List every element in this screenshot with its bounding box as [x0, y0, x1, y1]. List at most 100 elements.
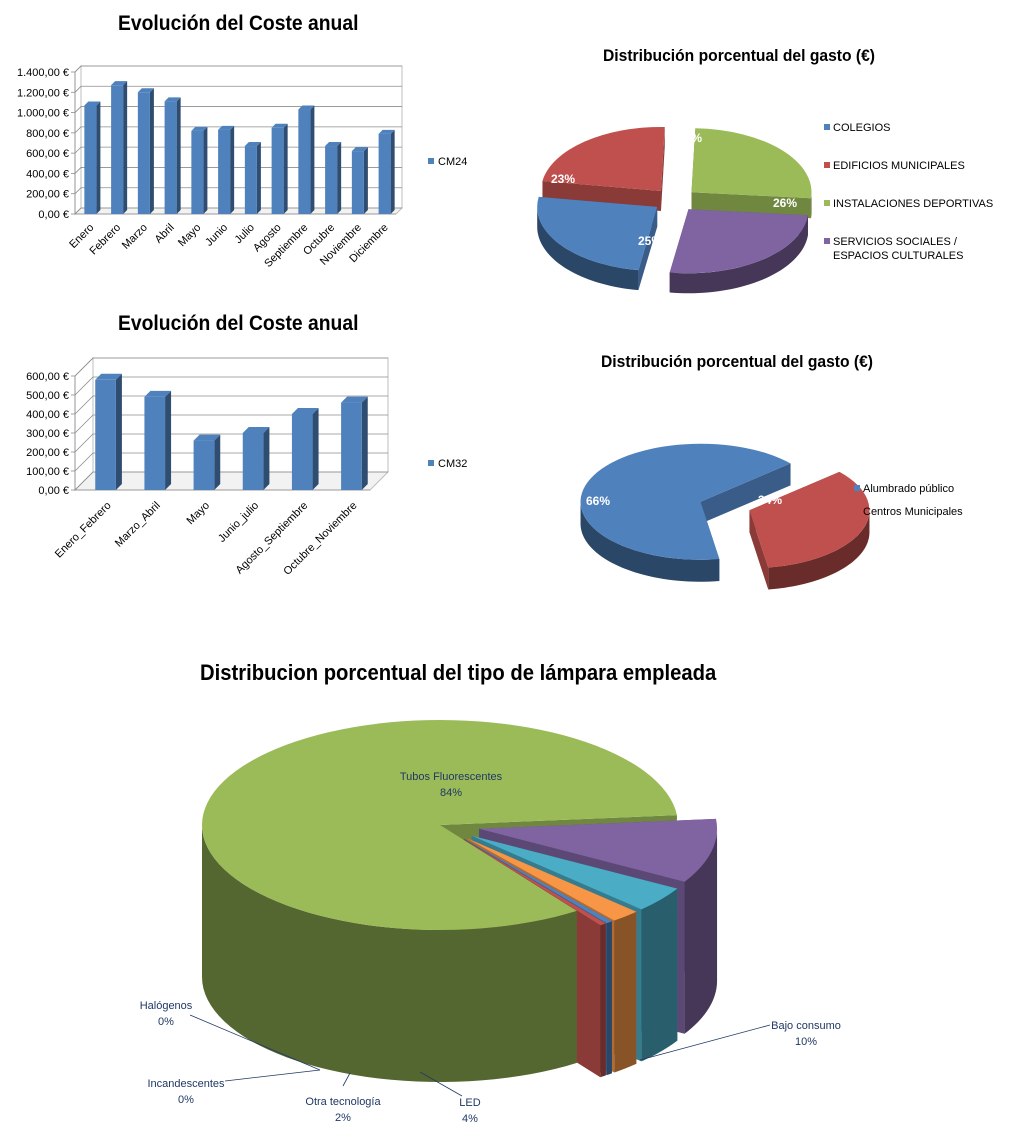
slice-wall: [660, 126, 665, 211]
chart-tipo-lampara: Distribucion porcentual del tipo de lámp…: [0, 640, 1020, 1148]
chart-coste-anual-cm24: Evolución del Coste anual 0,00 € 200,00 €…: [0, 0, 480, 300]
bar-side: [390, 129, 395, 214]
gridline: [74, 187, 402, 194]
y-tick-label: 1.400,00 €: [17, 67, 69, 79]
slice-category-label: Tubos Fluorescentes: [400, 771, 503, 783]
slice-value-label: 34%: [758, 493, 782, 507]
slice-value-label: 10%: [795, 1036, 817, 1048]
bar: [191, 130, 204, 214]
chart-title: Distribucion porcentual del tipo de lámp…: [200, 660, 717, 685]
legend-label: ESPACIOS CULTURALES: [833, 250, 963, 262]
gridline: [74, 452, 388, 472]
pie-chart-gasto-1: 25% 23% 26% 26% COLEGIOS EDIFICIOS MUNICIPALE…: [537, 122, 993, 294]
pie-slice: [749, 471, 870, 568]
slice-outer-wall: [641, 888, 678, 1062]
slice-outer-wall: [202, 825, 577, 1082]
y-tick-label: 200,00 €: [26, 447, 69, 459]
slice-outer-wall: [684, 828, 718, 1034]
slice-value-label: 25%: [638, 234, 662, 248]
x-tick-label: Junio: [203, 222, 230, 249]
slice-category-label: Bajo consumo: [771, 1020, 841, 1032]
bar-chart-cm24: 0,00 € 200,00 € 400,00 € 600,00 € 800,00 € 1.…: [17, 64, 467, 270]
legend-label: COLEGIOS: [833, 122, 890, 134]
y-tick-label: 500,00 €: [26, 390, 69, 402]
bar: [193, 440, 215, 490]
y-tick-label: 600,00 €: [26, 371, 69, 383]
pie-slice: [463, 839, 606, 926]
slice-wall: [638, 206, 658, 291]
slice-outer-wall: [537, 206, 639, 291]
leader-line: [342, 1072, 351, 1087]
x-tick-label: Enero_Febrero: [53, 500, 114, 561]
gridline: [74, 207, 402, 215]
bar-side: [96, 101, 101, 214]
pie-slice: [471, 835, 678, 910]
y-tick-label: 200,00 €: [26, 189, 69, 201]
chart-title: Distribución porcentual del gasto (€): [601, 352, 873, 371]
bar: [298, 109, 311, 214]
slice-value-label: 23%: [551, 172, 575, 186]
slice-outer-wall: [606, 921, 612, 1076]
legend-label: CM24: [438, 156, 467, 168]
bar: [291, 414, 313, 490]
bar: [95, 379, 116, 490]
bar-top: [291, 408, 319, 414]
x-tick-label: Marzo_Abril: [113, 500, 163, 550]
legend-swatch: [824, 162, 830, 168]
bar-top: [242, 427, 270, 433]
bar: [271, 127, 284, 214]
bar-side: [263, 427, 270, 490]
pie-slice: [202, 720, 677, 930]
bar: [218, 129, 231, 214]
slice-outer-wall: [669, 215, 808, 294]
bar-top: [325, 142, 342, 147]
y-tick-label: 0,00 €: [38, 209, 69, 221]
bar-side: [115, 373, 122, 490]
slice-value-label: 84%: [440, 787, 462, 799]
bar: [378, 133, 391, 214]
legend-swatch: [824, 238, 830, 244]
bar-chart-cm32: 0,00 € 100,00 € 200,00 € 300,00 € 400,00 € 50…: [26, 356, 467, 578]
gridline: [74, 65, 402, 73]
slice-outer-wall: [580, 501, 720, 582]
y-tick-label: 1.000,00 €: [17, 108, 69, 120]
pie-slice: [669, 209, 808, 274]
y-tick-label: 800,00 €: [26, 128, 69, 140]
legend-label: EDIFICIOS MUNICIPALES: [833, 160, 965, 172]
bar-top: [84, 101, 101, 106]
bar-side: [363, 147, 368, 214]
gridline: [74, 376, 388, 396]
bar-top: [111, 81, 128, 86]
leader-line: [639, 1024, 771, 1061]
pie-slice: [464, 838, 612, 924]
bar-top: [95, 373, 122, 380]
bar-top: [271, 123, 288, 128]
legend-label: Centros Municipales: [863, 506, 963, 518]
pie-slice: [580, 443, 791, 560]
legend-label: INSTALACIONES DEPORTIVAS: [833, 198, 993, 210]
slice-value-label: 26%: [678, 131, 702, 145]
y-tick-label: 0,00 €: [38, 485, 69, 497]
slice-outer-wall: [810, 192, 812, 219]
bar-top: [341, 396, 368, 403]
chart-title: Distribución porcentual del gasto (€): [603, 46, 875, 65]
slice-outer-wall: [614, 911, 637, 1073]
bar: [325, 146, 338, 214]
bar-side: [214, 434, 221, 490]
bar-side: [283, 123, 288, 214]
leader-line: [189, 1014, 321, 1071]
slice-category-label: LED: [459, 1097, 480, 1109]
bar: [111, 85, 124, 214]
legend-swatch: [824, 124, 830, 130]
bar-side: [203, 126, 208, 214]
bar-top: [164, 97, 181, 102]
bar-top: [218, 125, 235, 130]
bar-top: [191, 126, 208, 131]
x-tick-label: Abril: [153, 222, 177, 246]
leader-line: [419, 1071, 463, 1097]
pie-chart-gasto-2: 66% 34% Alumbrado público Centros Municipal…: [580, 443, 963, 590]
pie-slice: [537, 196, 658, 271]
x-tick-label: Mayo: [176, 222, 204, 250]
bar-side: [361, 396, 368, 490]
x-tick-label: Junio_julio: [216, 500, 261, 545]
